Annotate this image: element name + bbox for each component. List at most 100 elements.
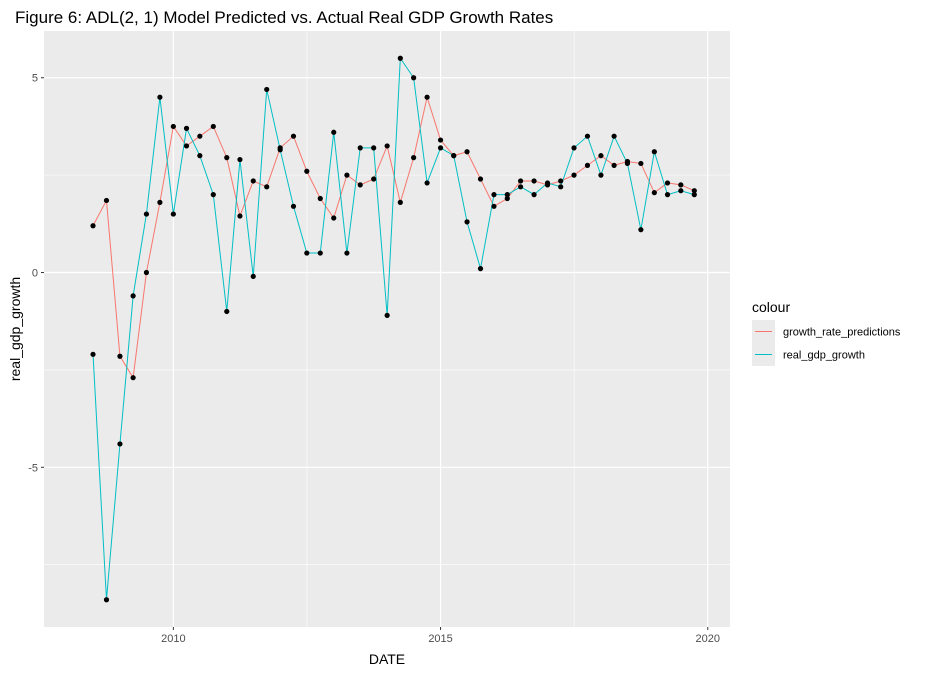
data-point: [170, 123, 176, 130]
data-point: [638, 160, 644, 167]
data-point: [170, 211, 176, 217]
data-point: [451, 153, 457, 159]
data-point: [90, 351, 96, 357]
data-point: [397, 199, 403, 205]
data-point: [237, 213, 243, 219]
data-point: [237, 156, 243, 163]
x-tick-label: 2020: [696, 633, 720, 645]
data-point: [411, 75, 417, 81]
data-point: [290, 203, 297, 209]
data-point: [224, 155, 230, 161]
data-point: [491, 203, 497, 209]
legend: colour growth_rate_predictions real_gdp_g…: [752, 299, 901, 366]
data-point: [224, 308, 230, 315]
legend-label: real_gdp_growth: [783, 350, 865, 362]
y-axis-title: real_gdp_growth: [7, 277, 23, 381]
data-point: [518, 184, 524, 190]
data-point: [437, 137, 444, 143]
data-point: [571, 172, 577, 178]
y-tick-label: -5: [28, 462, 38, 474]
data-point: [477, 266, 484, 272]
data-point: [558, 178, 564, 184]
data-point: [90, 223, 96, 229]
data-point: [210, 192, 216, 198]
data-point: [197, 153, 203, 159]
series-lines: [92, 56, 695, 600]
data-point: [264, 86, 270, 93]
data-point: [183, 143, 190, 149]
data-point: [304, 168, 310, 174]
data-point: [250, 273, 256, 280]
data-point: [504, 192, 510, 198]
data-point: [357, 145, 363, 151]
data-point: [531, 192, 537, 198]
data-point: [344, 172, 350, 178]
data-point: [424, 94, 430, 100]
data-point: [277, 147, 283, 153]
data-point: [611, 133, 617, 139]
legend-title: colour: [752, 299, 790, 315]
data-point: [157, 199, 163, 205]
data-point: [624, 160, 631, 167]
data-point: [598, 153, 604, 159]
x-axis: 2010 2015 2020: [161, 627, 720, 645]
x-tick-label: 2010: [161, 633, 185, 645]
data-point: [678, 182, 684, 188]
data-point: [384, 143, 390, 149]
series-line-real-gdp-growth: [92, 56, 695, 600]
chart-title: Figure 6: ADL(2, 1) Model Predicted vs. …: [15, 8, 553, 27]
data-point: [464, 219, 470, 225]
data-point: [598, 172, 604, 178]
x-tick-label: 2015: [428, 633, 452, 645]
data-point: [611, 162, 617, 168]
grid-minor: [44, 31, 730, 627]
data-point: [183, 125, 190, 131]
data-point: [130, 375, 136, 381]
data-point: [130, 293, 136, 299]
data-point: [691, 192, 697, 198]
data-point: [304, 250, 310, 256]
data-point: [117, 353, 123, 359]
plot-panel: [44, 31, 730, 627]
data-point: [691, 188, 697, 194]
data-point: [357, 182, 363, 188]
data-point: [664, 192, 671, 198]
data-point: [384, 312, 390, 318]
grid-major: [44, 31, 730, 627]
data-point: [397, 55, 403, 61]
data-point: [544, 180, 551, 186]
data-point: [210, 123, 216, 130]
data-point: [437, 145, 444, 151]
data-point: [464, 149, 470, 155]
data-point: [504, 195, 510, 202]
data-point: [411, 155, 417, 161]
data-point: [197, 133, 203, 139]
x-axis-title: DATE: [369, 651, 405, 667]
legend-label: growth_rate_predictions: [783, 327, 901, 339]
data-point: [371, 176, 377, 182]
data-point: [531, 178, 537, 184]
data-point: [651, 149, 657, 155]
data-points: [90, 55, 697, 603]
data-point: [250, 178, 256, 184]
data-point: [651, 190, 657, 196]
data-point: [584, 133, 591, 139]
data-point: [117, 441, 123, 447]
data-point: [157, 94, 163, 100]
data-point: [638, 227, 644, 233]
data-point: [424, 180, 430, 186]
y-tick-label: 0: [32, 268, 38, 280]
data-point: [331, 129, 337, 135]
data-point: [678, 188, 684, 194]
y-tick-label: 5: [32, 73, 38, 85]
data-point: [571, 145, 577, 151]
y-axis: -5 0 5: [28, 73, 44, 474]
data-point: [103, 597, 110, 603]
data-point: [103, 197, 110, 204]
data-point: [143, 211, 150, 217]
data-point: [331, 215, 337, 221]
data-point: [290, 133, 297, 139]
data-point: [664, 180, 671, 186]
data-point: [477, 176, 484, 182]
